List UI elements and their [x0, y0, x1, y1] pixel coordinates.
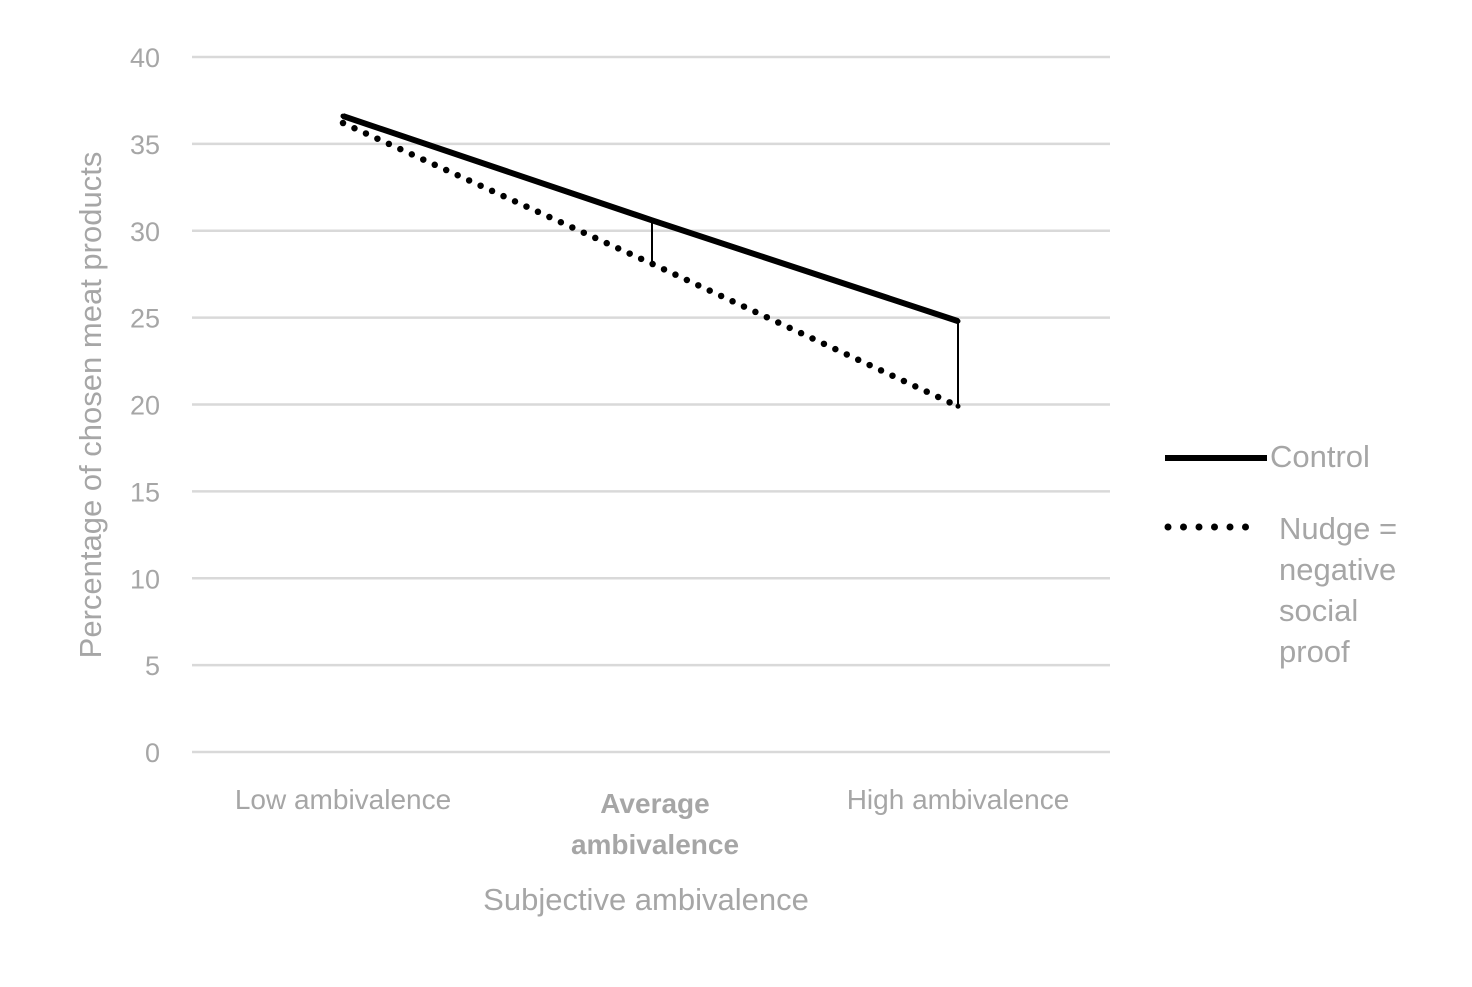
- legend-control-text: Control: [1270, 439, 1370, 474]
- grid-lines: [192, 55, 1110, 754]
- y-tick-label: 5: [145, 651, 160, 681]
- series-lines: [339, 113, 962, 410]
- y-tick-label: 10: [130, 564, 160, 594]
- x-category-label: Low ambivalence: [235, 784, 451, 815]
- legend-control-label: Control: [1270, 439, 1370, 474]
- y-tick-labels: 0 5 10 15 20 25 30 35 40: [130, 43, 160, 768]
- data-point-control: [340, 113, 346, 119]
- y-tick-label: 25: [130, 304, 160, 334]
- y-tick-label: 40: [130, 43, 160, 73]
- legend-nudge-text: proof: [1279, 634, 1350, 669]
- legend-nudge-text: negative: [1279, 552, 1396, 587]
- data-point-nudge: [340, 120, 346, 126]
- legend-nudge-label: Nudge = negative social proof: [1279, 511, 1397, 669]
- legend: Control Nudge = negative social proof: [1164, 439, 1397, 669]
- legend-nudge-text: Nudge =: [1279, 511, 1397, 546]
- y-tick-label: 0: [145, 738, 160, 768]
- y-tick-label: 35: [130, 130, 160, 160]
- y-tick-label: 20: [130, 391, 160, 421]
- x-category-label: High ambivalence: [847, 784, 1070, 815]
- x-category-label: ambivalence: [571, 829, 739, 860]
- x-category-labels: Low ambivalence Average ambivalence High am…: [235, 784, 1069, 860]
- y-tick-label: 15: [130, 477, 160, 507]
- legend-nudge-text: social: [1279, 593, 1358, 628]
- y-axis-title: Percentage of chosen meat products: [73, 152, 108, 659]
- y-tick-label: 30: [130, 217, 160, 247]
- x-axis-title: Subjective ambivalence: [483, 882, 809, 917]
- x-category-label: Average: [600, 788, 709, 819]
- difference-markers: [651, 220, 959, 407]
